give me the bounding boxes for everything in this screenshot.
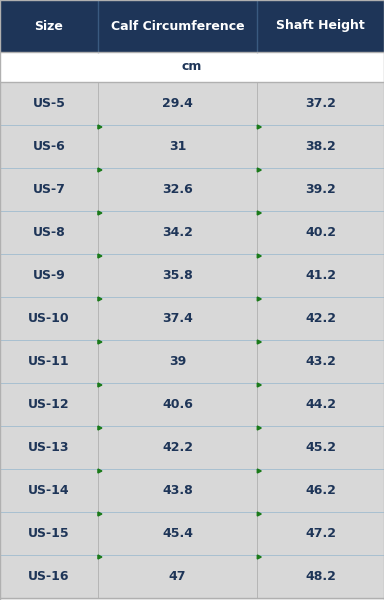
Polygon shape xyxy=(257,383,261,387)
Text: US-10: US-10 xyxy=(28,312,70,325)
Text: US-13: US-13 xyxy=(28,441,70,454)
Text: US-7: US-7 xyxy=(33,183,65,196)
Polygon shape xyxy=(98,469,102,473)
Text: 46.2: 46.2 xyxy=(305,484,336,497)
Text: 43.8: 43.8 xyxy=(162,484,193,497)
Text: US-11: US-11 xyxy=(28,355,70,368)
Text: US-15: US-15 xyxy=(28,527,70,540)
Polygon shape xyxy=(257,555,261,559)
Text: Calf Circumference: Calf Circumference xyxy=(111,19,244,32)
Text: 35.8: 35.8 xyxy=(162,269,193,282)
Text: 42.2: 42.2 xyxy=(162,441,193,454)
Bar xyxy=(0,0,98,52)
Text: cm: cm xyxy=(182,61,202,73)
Bar xyxy=(0,168,384,211)
Bar xyxy=(0,555,384,598)
Polygon shape xyxy=(257,125,261,129)
Text: US-8: US-8 xyxy=(33,226,65,239)
Polygon shape xyxy=(257,469,261,473)
Text: 44.2: 44.2 xyxy=(305,398,336,411)
Text: 40.2: 40.2 xyxy=(305,226,336,239)
Text: 38.2: 38.2 xyxy=(305,140,336,153)
Text: 41.2: 41.2 xyxy=(305,269,336,282)
Polygon shape xyxy=(98,168,102,172)
Polygon shape xyxy=(98,426,102,430)
Text: 40.6: 40.6 xyxy=(162,398,193,411)
Polygon shape xyxy=(98,211,102,215)
Text: 45.2: 45.2 xyxy=(305,441,336,454)
Text: 43.2: 43.2 xyxy=(305,355,336,368)
Bar xyxy=(0,254,384,297)
Polygon shape xyxy=(98,512,102,516)
Polygon shape xyxy=(257,211,261,215)
Text: 31: 31 xyxy=(169,140,186,153)
Text: 47.2: 47.2 xyxy=(305,527,336,540)
Polygon shape xyxy=(98,254,102,258)
Text: 34.2: 34.2 xyxy=(162,226,193,239)
Text: Shaft Height: Shaft Height xyxy=(276,19,365,32)
Polygon shape xyxy=(98,555,102,559)
Text: US-14: US-14 xyxy=(28,484,70,497)
Bar xyxy=(0,52,384,82)
Polygon shape xyxy=(257,340,261,344)
Polygon shape xyxy=(98,297,102,301)
Text: US-16: US-16 xyxy=(28,570,70,583)
Bar xyxy=(0,469,384,512)
Polygon shape xyxy=(257,512,261,516)
Bar xyxy=(0,512,384,555)
Text: US-12: US-12 xyxy=(28,398,70,411)
Bar xyxy=(0,340,384,383)
Text: 29.4: 29.4 xyxy=(162,97,193,110)
Bar xyxy=(0,125,384,168)
Polygon shape xyxy=(257,254,261,258)
Text: 32.6: 32.6 xyxy=(162,183,193,196)
Text: 37.4: 37.4 xyxy=(162,312,193,325)
Polygon shape xyxy=(98,340,102,344)
Text: 39.2: 39.2 xyxy=(305,183,336,196)
Text: 48.2: 48.2 xyxy=(305,570,336,583)
Polygon shape xyxy=(257,168,261,172)
Text: 39: 39 xyxy=(169,355,186,368)
Polygon shape xyxy=(257,426,261,430)
Text: 42.2: 42.2 xyxy=(305,312,336,325)
Text: US-6: US-6 xyxy=(33,140,65,153)
Text: 37.2: 37.2 xyxy=(305,97,336,110)
Text: Size: Size xyxy=(35,19,63,32)
Polygon shape xyxy=(98,125,102,129)
Bar xyxy=(0,297,384,340)
Bar xyxy=(0,82,384,125)
Text: 47: 47 xyxy=(169,570,186,583)
Bar xyxy=(257,0,384,52)
Bar xyxy=(0,383,384,426)
Text: US-5: US-5 xyxy=(33,97,65,110)
Bar xyxy=(98,0,257,52)
Bar xyxy=(0,426,384,469)
Polygon shape xyxy=(98,383,102,387)
Text: US-9: US-9 xyxy=(33,269,65,282)
Text: 45.4: 45.4 xyxy=(162,527,193,540)
Bar xyxy=(0,211,384,254)
Polygon shape xyxy=(257,297,261,301)
